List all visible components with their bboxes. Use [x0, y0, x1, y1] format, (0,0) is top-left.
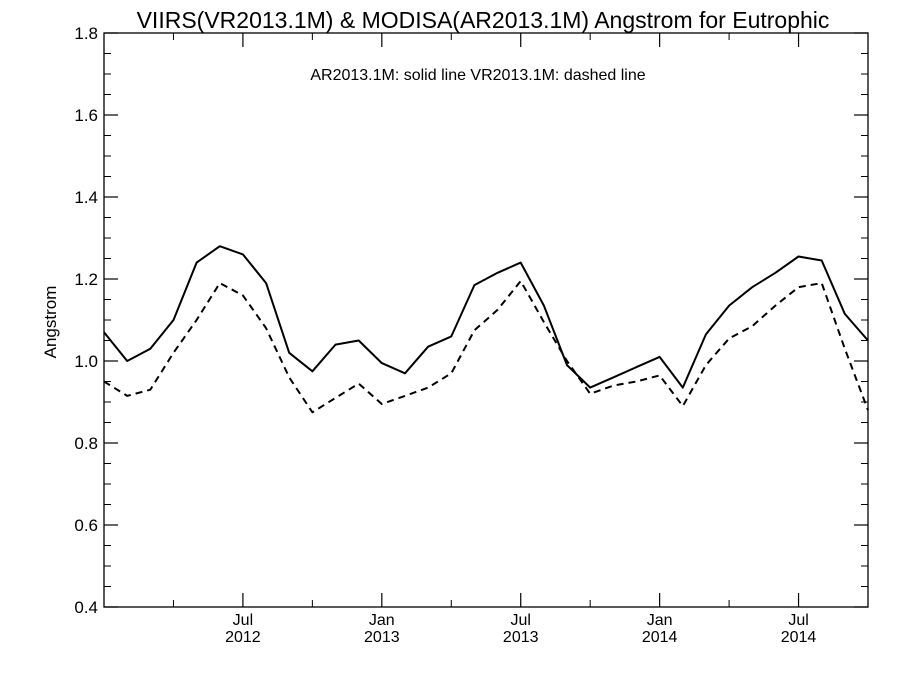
series-lines: [103, 245, 869, 414]
x-tick-year: 2014: [642, 629, 678, 646]
chart-title: VIIRS(VR2013.1M) & MODISA(AR2013.1M) Ang…: [137, 7, 830, 33]
x-tick-month: Jan: [369, 612, 395, 629]
x-tick-month: Jul: [788, 612, 808, 629]
y-tick-label: 1.6: [74, 106, 98, 125]
x-tick-month: Jul: [511, 612, 531, 629]
y-tick-label: 0.4: [74, 598, 98, 617]
x-tick-year: 2013: [364, 629, 400, 646]
y-axis-label: Angstrom: [41, 286, 60, 359]
series-line-vr2013-1m: [103, 280, 869, 414]
y-tick-label: 1.8: [74, 24, 98, 43]
y-tick-labels: 0.4 0.6 0.8 1.0 1.2 1.4 1.6 1.8: [74, 24, 98, 617]
y-tick-label: 1.4: [74, 188, 98, 207]
x-tick-year: 2013: [503, 629, 539, 646]
series-line-ar2013-1m: [103, 245, 869, 389]
y-tick-label: 0.8: [74, 434, 98, 453]
legend-annotation: AR2013.1M: solid line VR2013.1M: dashed …: [310, 67, 645, 84]
x-tick-year: 2012: [225, 629, 261, 646]
x-tick-month: Jul: [233, 612, 253, 629]
x-tick-year: 2014: [781, 629, 817, 646]
y-tick-label: 0.6: [74, 516, 98, 535]
y-tick-label: 1.2: [74, 270, 98, 289]
axis-ticks: [104, 32, 869, 608]
x-tick-month: Jan: [647, 612, 673, 629]
y-tick-label: 1.0: [74, 352, 98, 371]
